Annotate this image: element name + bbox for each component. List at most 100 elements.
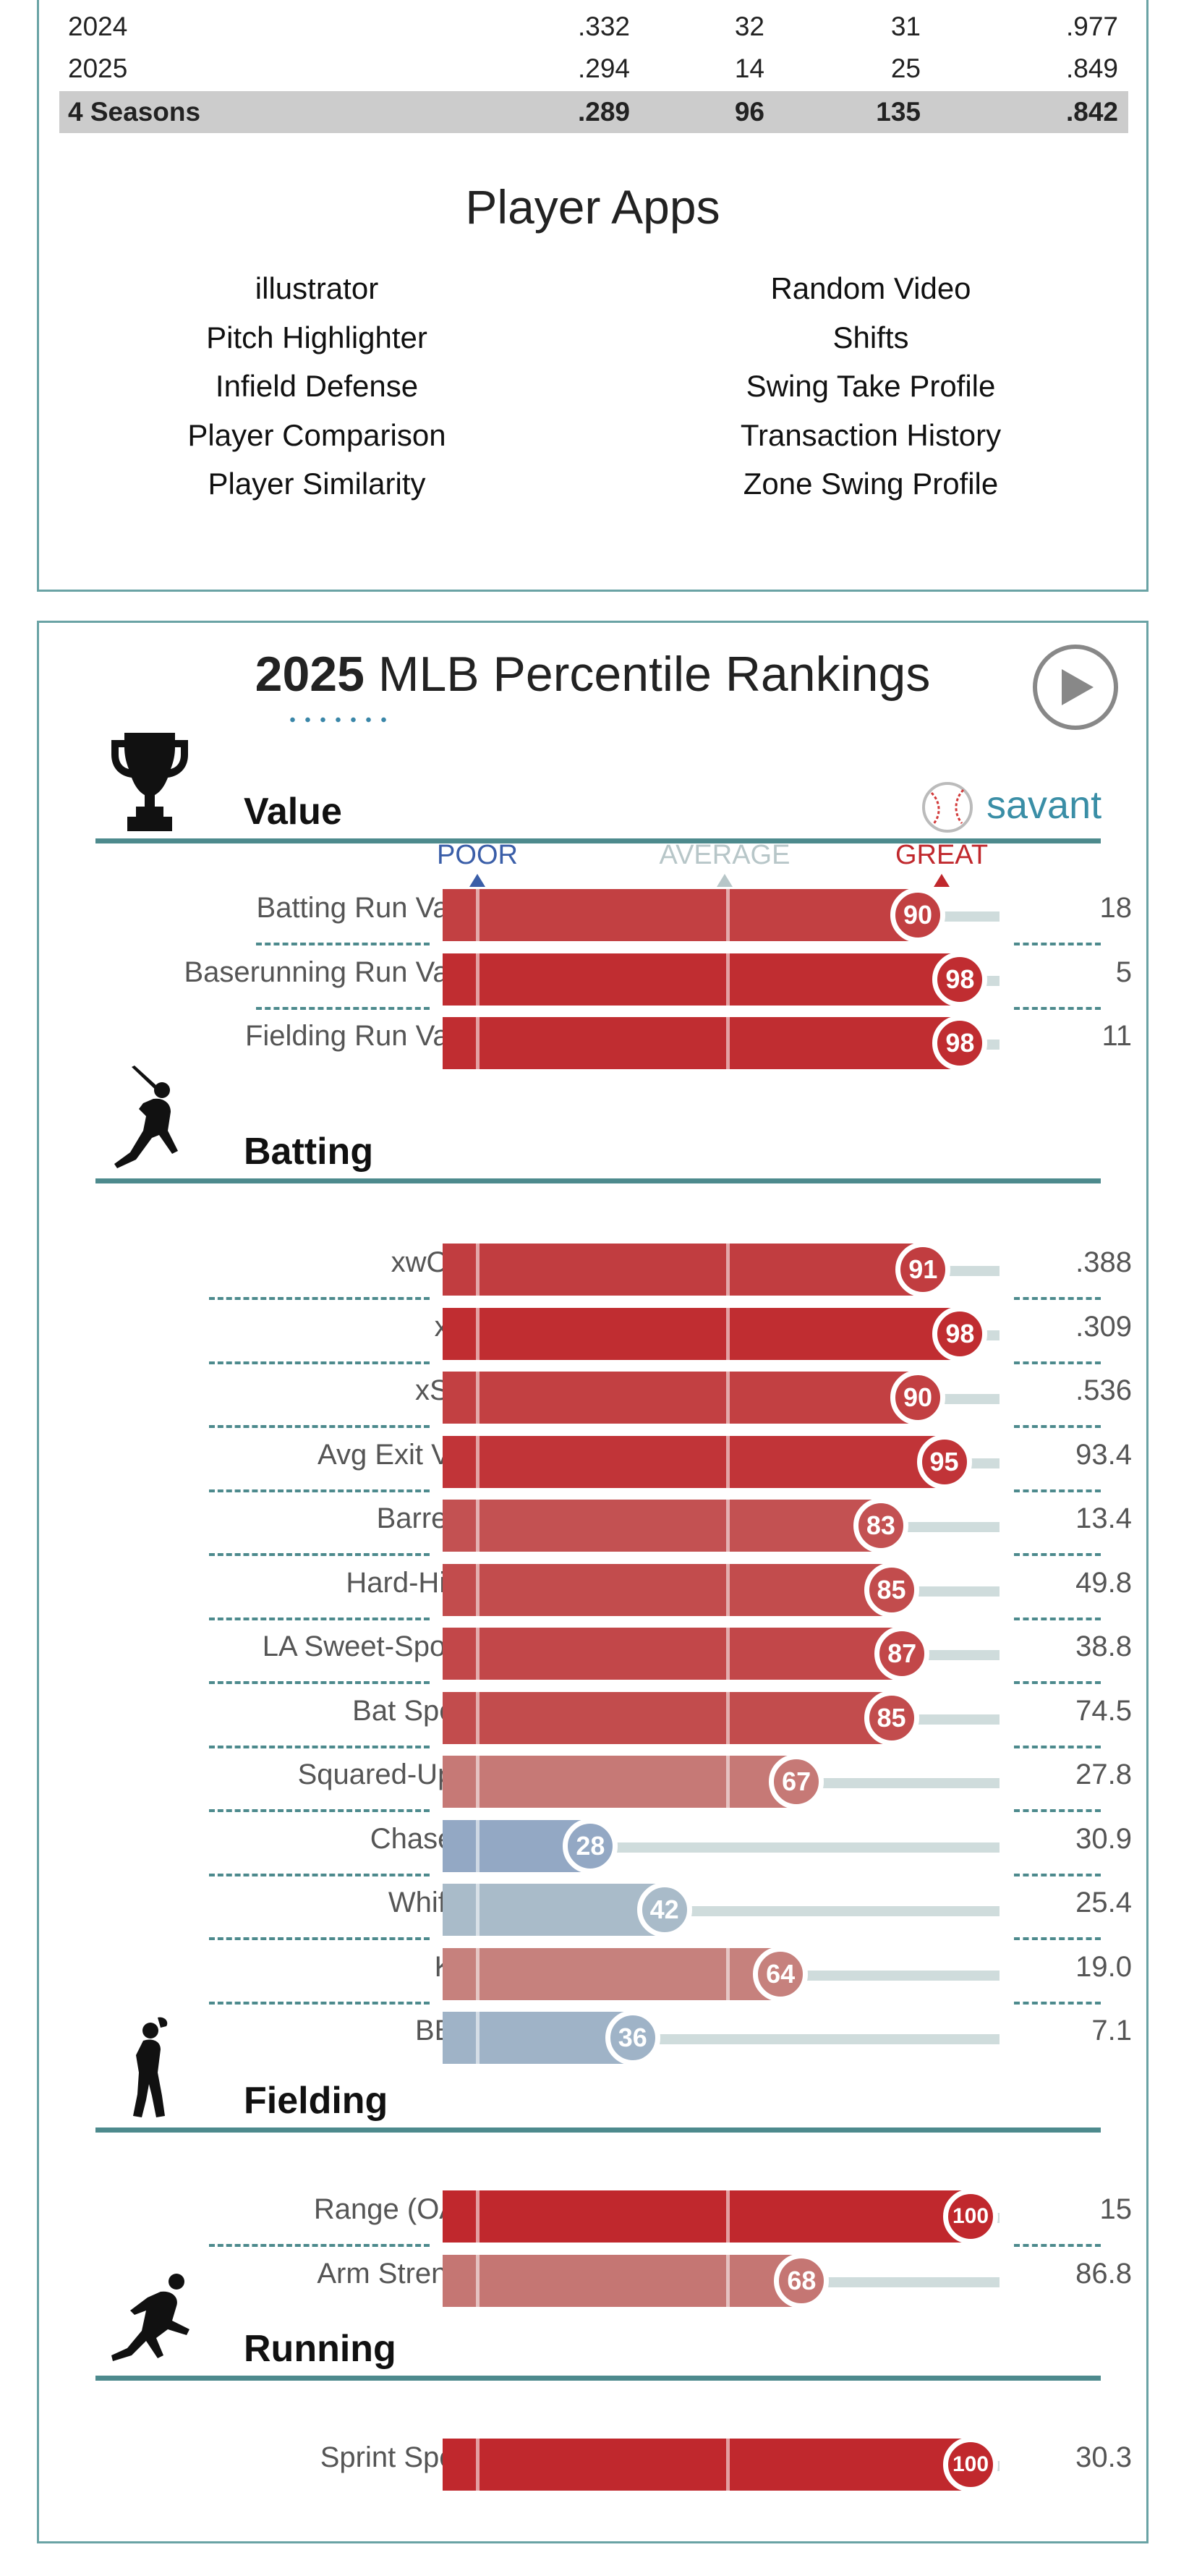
metric-row-bat-speed[interactable]: Bat Speed 85 74.5 — [39, 1685, 1146, 1748]
row-divider — [209, 1489, 430, 1492]
metric-value: 25.4 — [1075, 1887, 1132, 1918]
table-cell: .294 — [577, 54, 630, 83]
metric-label: Baserunning Run Value — [184, 956, 487, 988]
section-title-value: Value — [244, 791, 342, 833]
metric-rail — [816, 2277, 1000, 2287]
metric-row-range-oaa[interactable]: Range (OAA) 100 15 — [39, 2183, 1146, 2247]
percentile-circle: 68 — [774, 2253, 830, 2308]
metric-rail — [932, 911, 1000, 922]
metric-row-xba[interactable]: xBA98.309 — [39, 1301, 1146, 1364]
poor-line — [476, 1372, 480, 1424]
metric-rail — [605, 1842, 1000, 1853]
percentile-circle: 36 — [605, 2010, 660, 2065]
metric-rail — [905, 1586, 1000, 1597]
metric-row-xslg[interactable]: xSLG90.536 — [39, 1364, 1146, 1428]
row-divider — [209, 2244, 430, 2247]
metric-row-xwoba[interactable]: xwOBA 91.388 — [39, 1236, 1146, 1300]
metric-row-squared-up[interactable]: Squared-Up % 67 27.8 — [39, 1748, 1146, 1812]
percentile-circle: 85 — [864, 1690, 919, 1746]
row-divider — [1014, 2244, 1101, 2247]
metric-rail — [932, 1394, 1000, 1404]
percentile-bar — [443, 1500, 881, 1552]
metric-rail — [795, 1970, 1000, 1981]
metric-row-arm-strength[interactable]: Arm Strength 68 86.8 — [39, 2248, 1146, 2311]
percentile-bar — [443, 1563, 892, 1616]
percentile-bar — [443, 1372, 918, 1424]
average-line — [726, 1500, 730, 1552]
metric-row-hard-hit[interactable]: Hard-Hit % 85 49.8 — [39, 1557, 1146, 1620]
app-link-pitch-highlighter[interactable]: Pitch Highlighter — [206, 320, 427, 354]
app-link-swing-take-profile[interactable]: Swing Take Profile — [746, 369, 996, 403]
savant-logo[interactable]: savant — [920, 780, 1101, 833]
scale-marker-average — [717, 874, 733, 887]
metric-row-fielding-run-value[interactable]: Fielding Run Value 98 11 — [39, 1010, 1146, 1074]
poor-line — [476, 2012, 480, 2064]
metric-row-la-sweet-spot[interactable]: LA Sweet-Spot % 87 38.8 — [39, 1620, 1146, 1684]
metric-value: 74.5 — [1075, 1694, 1132, 1727]
app-link-zone-swing-profile[interactable]: Zone Swing Profile — [743, 467, 999, 501]
section-title-fielding: Fielding — [244, 2080, 388, 2122]
average-line — [726, 2439, 730, 2491]
average-line — [726, 1372, 730, 1424]
year-dropdown-underline[interactable] — [285, 717, 393, 723]
app-link-player-similarity[interactable]: Player Similarity — [208, 467, 426, 501]
scale-label-poor: POOR — [437, 840, 518, 870]
percentile-circle: 42 — [636, 1882, 692, 1937]
app-link-shifts[interactable]: Shifts — [832, 320, 909, 354]
percentile-bar — [443, 1307, 960, 1360]
poor-line — [476, 1691, 480, 1744]
row-divider — [209, 1937, 430, 1940]
row-divider — [209, 1617, 430, 1620]
metric-rail — [937, 1266, 1000, 1276]
table-cell: 32 — [734, 12, 764, 41]
poor-line — [476, 1563, 480, 1616]
row-divider — [1014, 1937, 1101, 1940]
metric-track: 64 — [443, 1946, 1007, 2002]
metric-row-sprint-speed[interactable]: Sprint Speed 100 30.3 — [39, 2431, 1146, 2495]
percentile-bar — [443, 1628, 903, 1680]
table-cell: .842 — [1065, 97, 1118, 127]
metric-track: 100 — [443, 2189, 1007, 2244]
metric-row-avg-exit-velo[interactable]: Avg Exit Velo 95 93.4 — [39, 1429, 1146, 1492]
app-link-player-comparison[interactable]: Player Comparison — [187, 417, 446, 452]
metric-track: 98 — [443, 1306, 1007, 1361]
metric-row-batting-run-value[interactable]: Batting Run Value 90 18 — [39, 882, 1146, 945]
row-divider — [1014, 1745, 1101, 1748]
percentile-bar — [443, 1884, 665, 1936]
metric-track: 36 — [443, 2010, 1007, 2065]
app-link-transaction-history[interactable]: Transaction History — [740, 417, 1002, 452]
percentile-bar — [443, 2190, 971, 2243]
metric-track: 87 — [443, 1626, 1007, 1681]
metric-row-whiff[interactable]: Whiff % 42 25.4 — [39, 1876, 1146, 1940]
metric-value: 7.1 — [1091, 2015, 1132, 2046]
poor-line — [476, 1017, 480, 1069]
percentile-circle: 85 — [864, 1562, 919, 1618]
play-button[interactable] — [1033, 645, 1118, 730]
app-link-random-video[interactable]: Random Video — [770, 271, 971, 305]
metric-row-baserunning-run-value[interactable]: Baserunning Run Value 98 5 — [39, 946, 1146, 1010]
percentile-bar — [443, 2012, 633, 2064]
metric-value: 13.4 — [1075, 1502, 1132, 1534]
metric-row-bb[interactable]: BB %367.1 — [39, 2005, 1146, 2068]
poor-line — [476, 1628, 480, 1680]
average-line — [726, 1435, 730, 1488]
scale-marker-great — [934, 874, 950, 887]
average-line — [726, 1244, 730, 1296]
poor-line — [476, 2190, 480, 2243]
metric-row-barrel[interactable]: Barrel % 83 13.4 — [39, 1492, 1146, 1556]
average-line — [726, 1947, 730, 2000]
app-link-infield-defense[interactable]: Infield Defense — [215, 369, 419, 403]
table-cell: 2024 — [68, 12, 128, 41]
percentile-circle: 100 — [943, 2189, 998, 2244]
row-divider — [1014, 1809, 1101, 1812]
play-icon — [1062, 669, 1094, 705]
average-line — [726, 1628, 730, 1680]
table-row: 4 Seasons .289 96 135 .842 — [59, 91, 1128, 133]
metric-row-chase[interactable]: Chase % 28 30.9 — [39, 1813, 1146, 1876]
metric-rail — [811, 1778, 1000, 1788]
app-link-illustrator[interactable]: illustrator — [255, 271, 379, 305]
poor-line — [476, 1500, 480, 1552]
metric-value: 30.9 — [1075, 1822, 1132, 1855]
average-line — [726, 2190, 730, 2243]
